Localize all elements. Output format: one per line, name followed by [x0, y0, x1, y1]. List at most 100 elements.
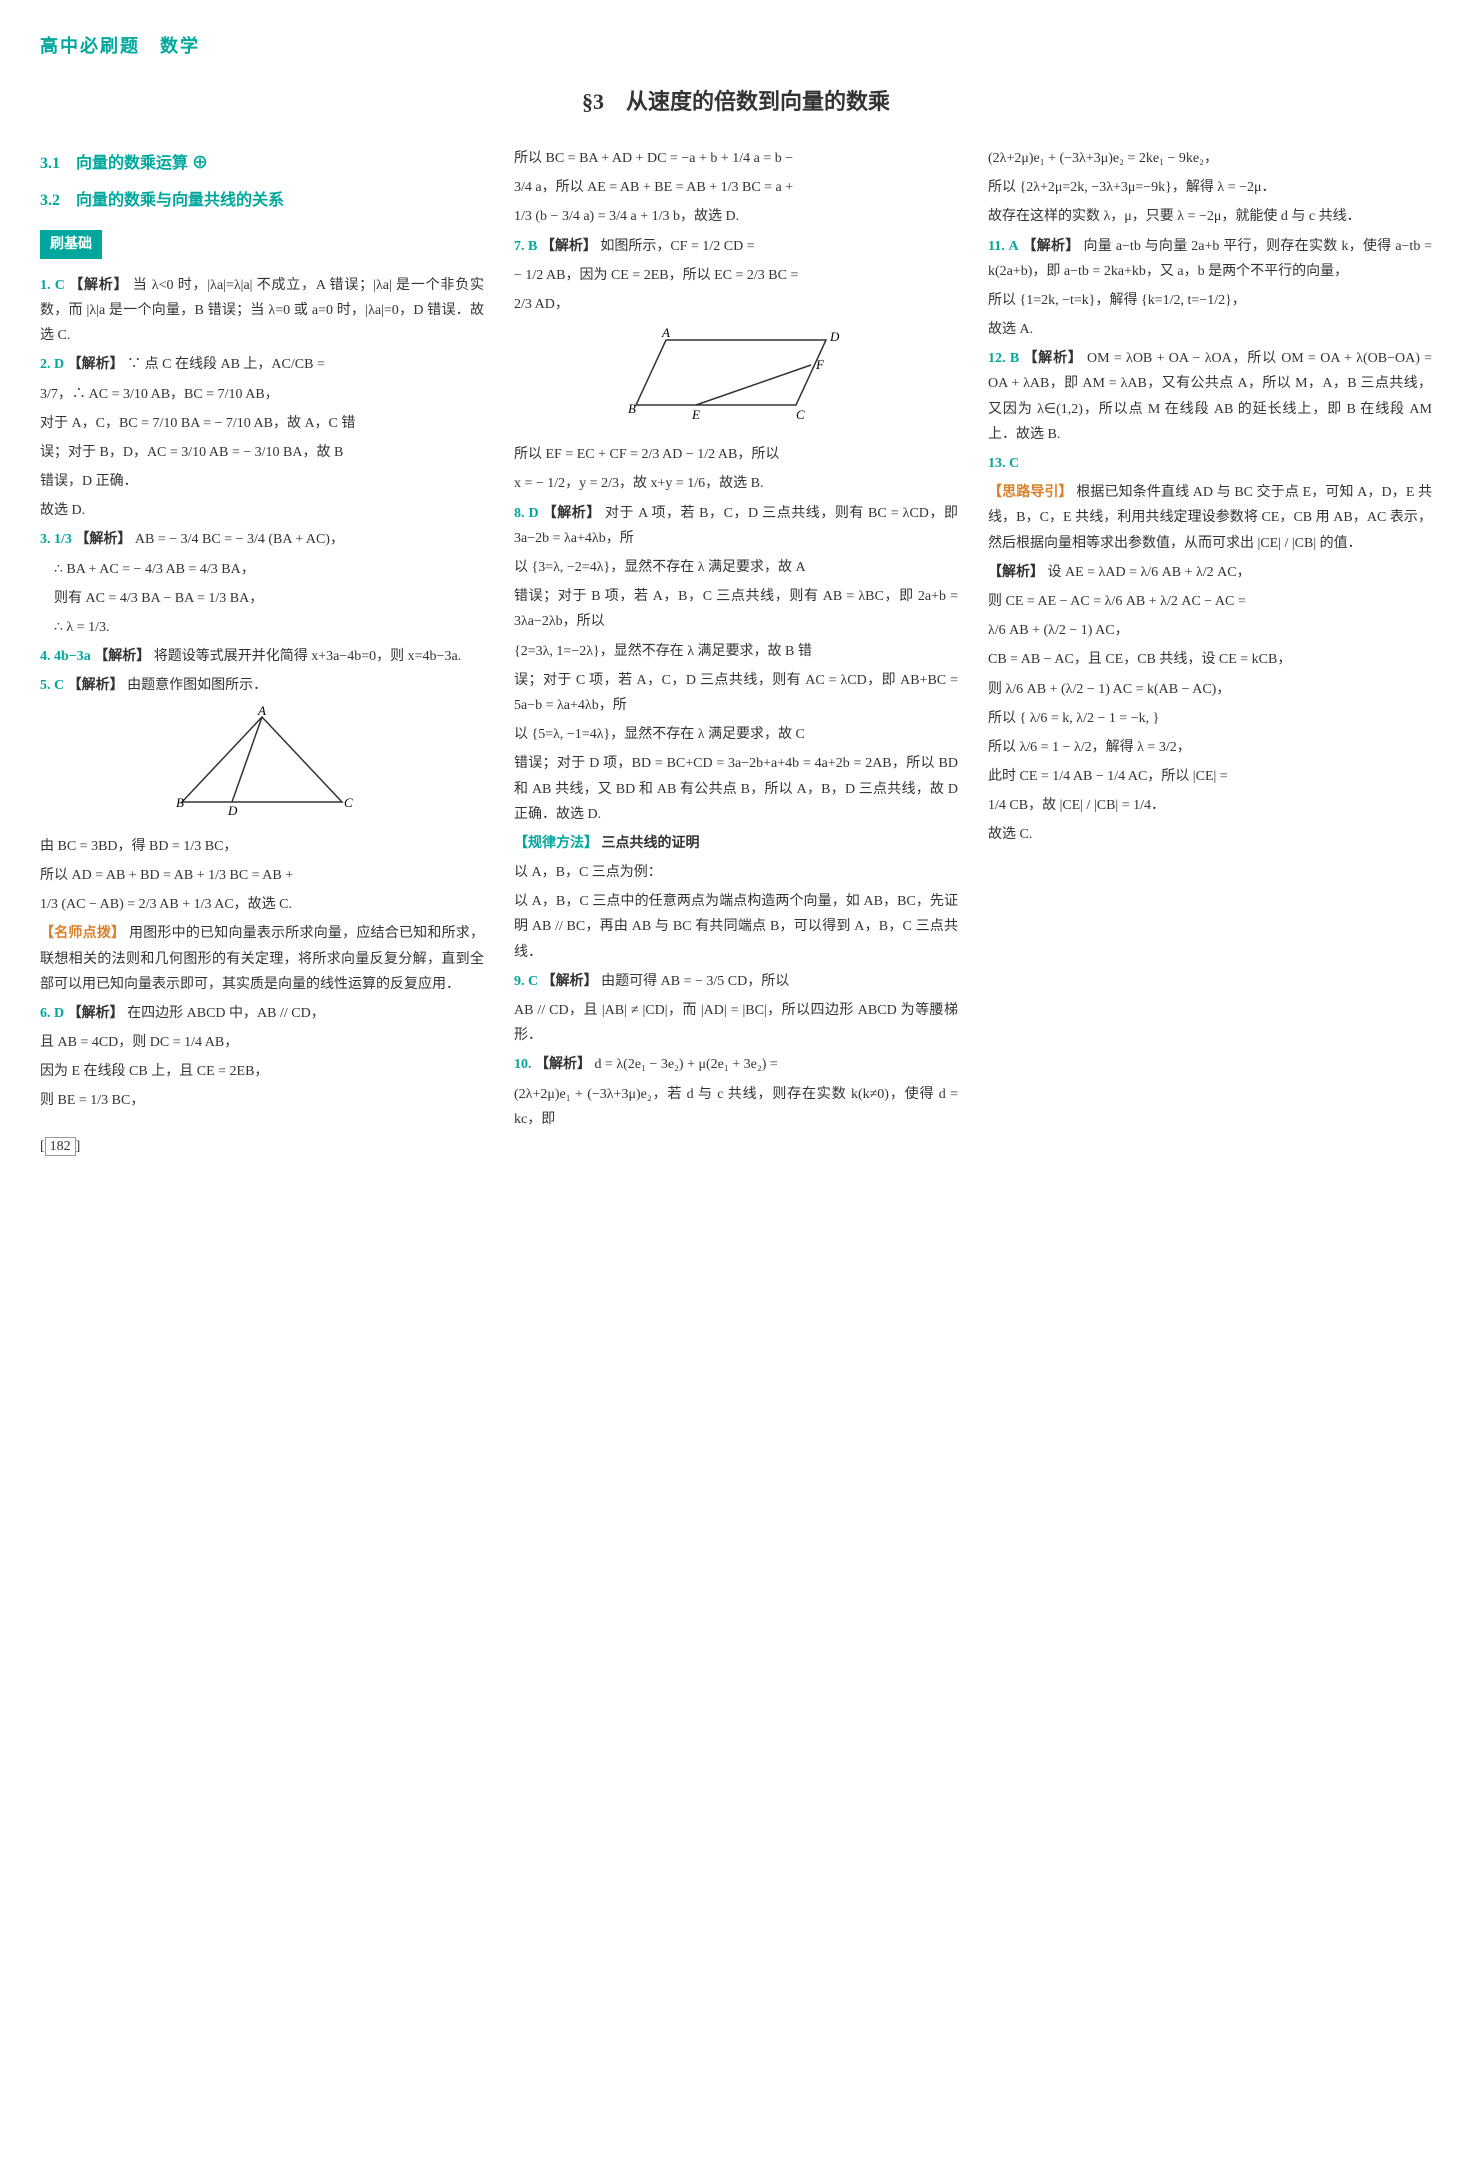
- q9-l1: 由题可得 AB = − 3/5 CD，所以: [601, 974, 789, 989]
- q10-l2: (2λ+2μ)e₁ + (−3λ+3μ)e₂，若 d 与 c 共线，则存在实数 …: [514, 1082, 958, 1132]
- q8-head: 8. D 【解析】 对于 A 项，若 B，C，D 三点共线，则有 BC = λC…: [514, 501, 958, 551]
- q7-l4: 所以 EF = EC + CF = 2/3 AD − 1/2 AB，所以: [514, 442, 958, 467]
- q13-l2: 则 CE = AE − AC = λ/6 AB + λ/2 AC − AC =: [988, 589, 1432, 614]
- q13-head: 13. C: [988, 451, 1432, 476]
- column-2: 所以 BC = BA + AD + DC = −a + b + 1/4 a = …: [514, 142, 958, 1159]
- q13-ans: C: [1009, 456, 1019, 471]
- q2-ans: D: [54, 357, 64, 372]
- q6-l4: 则 BE = 1/3 BC，: [40, 1088, 484, 1113]
- q13-num: 13.: [988, 456, 1006, 471]
- q11-num: 11.: [988, 239, 1005, 254]
- q2-line1: 2. D 【解析】 ∵ 点 C 在线段 AB 上，AC/CB =: [40, 352, 484, 377]
- q4-body: 将题设等式展开并化简得 x+3a−4b=0，则 x=4b−3a.: [154, 649, 461, 664]
- q5-ans: C: [54, 678, 64, 693]
- q4-num: 4.: [40, 649, 51, 664]
- q5-tip-label: 【名师点拨】: [40, 926, 125, 941]
- q9-num: 9.: [514, 974, 525, 989]
- q10-l1: d = λ(2e₁ − 3e₂) + μ(2e₁ + 3e₂) =: [595, 1057, 778, 1072]
- parallelogram-icon: A D B E C F: [626, 325, 846, 425]
- q5-num: 5.: [40, 678, 51, 693]
- q5-tip: 【名师点拨】 用图形中的已知向量表示所求向量，应结合已知和所求，联想相关的法则和…: [40, 921, 484, 997]
- column-3: (2λ+2μ)e₁ + (−3λ+3μ)e₂ = 2ke₁ − 9ke₂， 所以…: [988, 142, 1432, 1159]
- q6-c3: 1/3 (b − 3/4 a) = 3/4 a + 1/3 b，故选 D.: [514, 204, 958, 229]
- q8-ans: D: [529, 506, 539, 521]
- section-3-1: 3.1 向量的数乘运算 ⊕: [40, 150, 484, 179]
- q5-l2: 所以 AD = AB + BD = AB + 1/3 BC = AB +: [40, 863, 484, 888]
- q6-num: 6.: [40, 1006, 51, 1021]
- q6-l2: 且 AB = 4CD，则 DC = 1/4 AB，: [40, 1030, 484, 1055]
- q7-ans: B: [528, 239, 537, 254]
- q10-num: 10.: [514, 1057, 532, 1072]
- q9-ans: C: [528, 974, 538, 989]
- q3-label: 【解析】: [75, 532, 131, 547]
- q8-method-label: 【规律方法】: [514, 836, 598, 851]
- q3-l4: ∴ λ = 1/3.: [40, 615, 484, 640]
- q5-l1: 由 BC = 3BD，得 BD = 1/3 BC，: [40, 834, 484, 859]
- q8-num: 8.: [514, 506, 525, 521]
- q6-head: 6. D 【解析】 在四边形 ABCD 中，AB // CD，: [40, 1001, 484, 1026]
- q13-sol-head: 【解析】 设 AE = λAD = λ/6 AB + λ/2 AC，: [988, 560, 1432, 585]
- q11-ans: A: [1009, 239, 1019, 254]
- q5-figure: A B D C: [40, 707, 484, 826]
- triangle-icon: A B D C: [172, 707, 352, 817]
- q3-l1: AB = − 3/4 BC = − 3/4 (BA + AC)，: [135, 532, 344, 547]
- q3-num: 3.: [40, 532, 51, 547]
- q3-line1: 3. 1/3 【解析】 AB = − 3/4 BC = − 3/4 (BA + …: [40, 527, 484, 552]
- q7-label: 【解析】: [541, 239, 597, 254]
- q13-guide-label: 【思路导引】: [988, 485, 1073, 500]
- page-number: [182]: [40, 1134, 484, 1159]
- q7-figure: A D B E C F: [514, 325, 958, 434]
- q13-l7: 所以 λ/6 = 1 − λ/2，解得 λ = 3/2，: [988, 735, 1432, 760]
- q7-l1: 如图所示，CF = 1/2 CD =: [600, 239, 754, 254]
- q4-label: 【解析】: [94, 649, 150, 664]
- q13-l4: CB = AB − AC，且 CE，CB 共线，设 CE = kCB，: [988, 647, 1432, 672]
- q1-ans: C: [55, 278, 65, 293]
- q6-l1: 在四边形 ABCD 中，AB // CD，: [127, 1006, 325, 1021]
- q9-l2: AB // CD，且 |AB| ≠ |CD|，而 |AD| = |BC|，所以四…: [514, 998, 958, 1048]
- q13-l9: 1/4 CB，故 |CE| / |CB| = 1/4．: [988, 793, 1432, 818]
- q7-l2: − 1/2 AB，因为 CE = 2EB，所以 EC = 2/3 BC =: [514, 263, 958, 288]
- q13-l1: 设 AE = λAD = λ/6 AB + λ/2 AC，: [1048, 565, 1251, 580]
- lbl-D: D: [829, 329, 840, 344]
- q2-l4: 误；对于 B，D，AC = 3/10 AB = − 3/10 BA，故 B: [40, 440, 484, 465]
- q4-ans: 4b−3a: [54, 649, 91, 664]
- q3-l2: ∴ BA + AC = − 4/3 AB = 4/3 BA，: [40, 557, 484, 582]
- q8-l3: 错误；对于 B 项，若 A，B，C 三点共线，则有 AB = λBC，即 2a+…: [514, 584, 958, 634]
- section-3-2: 3.2 向量的数乘与向量共线的关系: [40, 187, 484, 216]
- q13-l8: 此时 CE = 1/4 AB − 1/4 AC，所以 |CE| =: [988, 764, 1432, 789]
- q5-head: 5. C 【解析】 由题意作图如图所示．: [40, 673, 484, 698]
- q1: 1. C 【解析】 当 λ<0 时，|λa|=λ|a| 不成立，A 错误；|λa…: [40, 273, 484, 349]
- q1-label: 【解析】: [69, 278, 128, 293]
- lbl-B: B: [628, 401, 636, 416]
- q13-l6: 所以 { λ/6 = k, λ/2 − 1 = −k, }: [988, 706, 1432, 731]
- q13-label: 【解析】: [988, 565, 1044, 580]
- lbl-E: E: [691, 407, 700, 422]
- q7-num: 7.: [514, 239, 525, 254]
- q2-l6: 故选 D.: [40, 498, 484, 523]
- q10-c2: 所以 {2λ+2μ=2k, −3λ+3μ=−9k}，解得 λ = −2μ．: [988, 175, 1432, 200]
- q12-num: 12.: [988, 351, 1006, 366]
- content-columns: 3.1 向量的数乘运算 ⊕ 3.2 向量的数乘与向量共线的关系 刷基础 1. C…: [40, 142, 1432, 1159]
- q6-c2: 3/4 a，所以 AE = AB + BE = AB + 1/3 BC = a …: [514, 175, 958, 200]
- lbl-F: F: [815, 357, 825, 372]
- q11-head: 11. A 【解析】 向量 a−tb 与向量 2a+b 平行，则存在实数 k，使…: [988, 234, 1432, 284]
- q7-l5: x = − 1/2，y = 2/3，故 x+y = 1/6，故选 B.: [514, 471, 958, 496]
- q11-l2: 所以 {1=2k, −t=k}，解得 {k=1/2, t=−1/2}，: [988, 288, 1432, 313]
- q8-m2: 以 A，B，C 三点中的任意两点为端点构造两个向量，如 AB，BC，先证明 AB…: [514, 889, 958, 965]
- q8-m-title: 三点共线的证明: [602, 836, 700, 851]
- q8-l7: 错误；对于 D 项，BD = BC+CD = 3a−2b+a+4b = 4a+2…: [514, 751, 958, 827]
- chapter-title: §3 从速度的倍数到向量的数乘: [40, 82, 1432, 122]
- q7-l3: 2/3 AD，: [514, 292, 958, 317]
- svg-text:A: A: [257, 703, 266, 718]
- q8-l2: 以 {3=λ, −2=4λ}，显然不存在 λ 满足要求，故 A: [514, 555, 958, 580]
- q6-label: 【解析】: [68, 1006, 124, 1021]
- q10-c1: (2λ+2μ)e₁ + (−3λ+3μ)e₂ = 2ke₁ − 9ke₂，: [988, 146, 1432, 171]
- q6-ans: D: [54, 1006, 64, 1021]
- q10-head: 10. 【解析】 d = λ(2e₁ − 3e₂) + μ(2e₁ + 3e₂)…: [514, 1052, 958, 1077]
- q10-label: 【解析】: [535, 1057, 591, 1072]
- q1-num: 1.: [40, 278, 51, 293]
- q12-ans: B: [1010, 351, 1019, 366]
- q2-l3: 对于 A，C，BC = 7/10 BA = − 7/10 AB，故 A，C 错: [40, 411, 484, 436]
- svg-text:B: B: [176, 795, 184, 810]
- q4: 4. 4b−3a 【解析】 将题设等式展开并化简得 x+3a−4b=0，则 x=…: [40, 644, 484, 669]
